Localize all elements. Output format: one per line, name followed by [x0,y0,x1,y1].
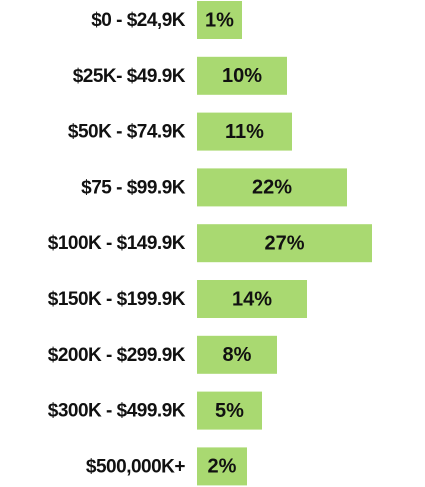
bar [197,335,277,374]
category-label: $0 - $24,9K [91,10,186,31]
value-label: 2% [208,456,237,478]
category-label: $300K - $499.9K [48,401,186,422]
value-label: 1% [205,9,234,31]
category-label: $500,000K+ [86,456,185,477]
category-label: $200K - $299.9K [48,345,186,366]
category-label: $75 - $99.9K [81,177,186,198]
category-label: $100K - $149.9K [48,233,186,254]
value-label: 8% [223,344,252,366]
category-label: $25K- $49.9K [73,66,186,87]
value-label: 5% [215,400,244,422]
bar [197,1,242,39]
bar [197,112,292,151]
bar [197,56,287,95]
value-label: 22% [252,177,292,199]
bar [197,391,262,430]
value-label: 11% [225,121,264,143]
value-label: 27% [264,232,304,254]
bar [197,168,347,207]
bar [197,447,247,486]
category-label: $150K - $199.9K [48,289,186,310]
bar [197,280,307,318]
value-label: 14% [232,288,272,310]
category-label: $50K - $74.9K [68,122,186,143]
value-label: 10% [222,65,262,87]
bar [197,224,372,263]
